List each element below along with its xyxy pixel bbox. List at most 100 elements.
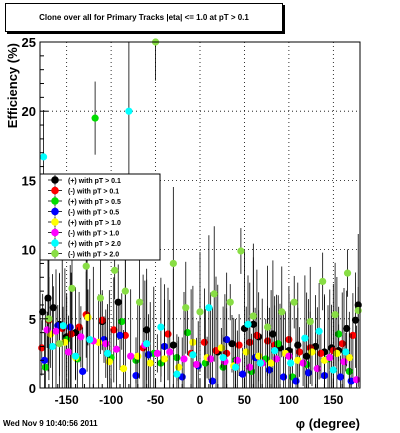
data-point-8 xyxy=(55,340,64,348)
data-point-5 xyxy=(105,358,113,366)
data-point-2 xyxy=(110,326,118,334)
data-point-7 xyxy=(256,359,265,367)
data-point-4 xyxy=(292,377,300,385)
data-point-6 xyxy=(102,340,110,348)
data-point-8 xyxy=(237,247,245,255)
data-point-7 xyxy=(71,352,80,360)
data-point-2 xyxy=(164,330,172,338)
legend-entry-7: (+) with pT > 2.0 xyxy=(68,241,121,248)
data-point-1 xyxy=(351,316,360,324)
legend-entry-1: (+) with pT > 0.1 xyxy=(68,178,121,185)
data-point-7 xyxy=(231,363,240,371)
data-point-7 xyxy=(287,359,295,367)
data-point-7 xyxy=(59,322,67,330)
data-point-4 xyxy=(265,366,273,374)
data-point-6 xyxy=(352,376,361,384)
data-point-6 xyxy=(326,353,334,362)
data-point-4 xyxy=(208,377,217,385)
legend: (+) with pT > 0.1 (-) with pT > 0.1 (+) wi… xyxy=(39,173,161,261)
data-point-4 xyxy=(144,351,153,359)
data-point-8 xyxy=(210,290,218,298)
data-point-4 xyxy=(223,335,231,344)
data-point-6 xyxy=(313,365,321,373)
legend-entry-2: (-) with pT > 0.1 xyxy=(68,189,119,196)
x-tick-label: 0 xyxy=(197,393,204,407)
data-point-6 xyxy=(180,355,188,363)
data-point-2 xyxy=(200,338,209,346)
data-point-4 xyxy=(66,323,74,331)
data-point-3 xyxy=(183,329,192,337)
data-point-5 xyxy=(255,352,263,360)
data-point-8 xyxy=(343,269,352,277)
legend-marker-7 xyxy=(51,239,59,247)
data-point-2 xyxy=(98,316,106,324)
data-point-7 xyxy=(315,327,323,335)
data-point-6 xyxy=(207,355,215,363)
legend-marker-8 xyxy=(51,249,59,258)
data-point-8 xyxy=(263,323,272,331)
data-point-3 xyxy=(91,114,99,122)
x-tick-label: -50 xyxy=(147,393,165,407)
y-tick-label: 0 xyxy=(29,381,36,396)
data-point-8 xyxy=(290,298,298,306)
data-point-5 xyxy=(320,356,329,364)
x-tick-label: -100 xyxy=(99,393,123,407)
data-point-8 xyxy=(68,284,76,292)
data-point-1 xyxy=(343,324,351,333)
data-point-6 xyxy=(233,356,241,364)
data-point-8 xyxy=(226,298,234,306)
data-point-2 xyxy=(338,340,346,348)
data-point-1 xyxy=(169,341,177,349)
data-point-5 xyxy=(242,348,250,356)
data-point-5 xyxy=(134,352,142,360)
legend-marker-4 xyxy=(51,207,59,216)
data-point-6 xyxy=(340,358,348,366)
data-point-7 xyxy=(86,335,94,344)
data-point-6 xyxy=(77,333,85,341)
data-point-5 xyxy=(294,356,302,364)
data-point-2 xyxy=(75,323,83,331)
data-point-5 xyxy=(345,353,353,362)
data-point-5 xyxy=(146,359,154,367)
data-point-8 xyxy=(182,304,190,312)
data-point-8 xyxy=(169,259,177,268)
y-tick-label: 5 xyxy=(29,312,36,327)
data-point-5 xyxy=(160,355,169,363)
data-point-8 xyxy=(121,287,129,295)
data-point-4 xyxy=(336,373,345,381)
legend-entry-6: (-) with pT > 1.0 xyxy=(68,231,119,238)
data-point-1 xyxy=(114,298,122,306)
data-point-5 xyxy=(308,348,316,356)
data-point-7 xyxy=(271,347,279,355)
data-point-4 xyxy=(79,367,87,375)
data-point-7 xyxy=(219,353,227,362)
data-point-5 xyxy=(84,313,92,322)
data-point-8 xyxy=(319,277,327,286)
data-point-7 xyxy=(189,351,197,359)
data-point-6 xyxy=(52,327,60,335)
data-point-7 xyxy=(103,349,112,357)
data-point-8 xyxy=(354,306,362,315)
data-point-8 xyxy=(45,315,53,323)
data-point-8 xyxy=(111,266,119,274)
legend-entry-5: (+) with pT > 1.0 xyxy=(68,220,121,227)
y-tick-label: 20 xyxy=(22,104,36,119)
x-axis-label: φ (degree) xyxy=(296,416,360,431)
data-point-5 xyxy=(175,363,183,371)
data-point-8 xyxy=(306,317,314,326)
legend-entry-8: (-) with pT > 2.0 xyxy=(68,252,119,259)
data-point-6 xyxy=(43,326,51,334)
data-point-1 xyxy=(269,330,277,338)
data-point-7 xyxy=(329,366,337,374)
data-point-6 xyxy=(299,359,307,367)
data-point-5 xyxy=(267,359,275,367)
data-point-7 xyxy=(244,320,252,328)
data-point-5 xyxy=(333,349,341,357)
data-point-4 xyxy=(304,369,313,377)
data-point-6 xyxy=(64,348,73,356)
data-point-8 xyxy=(135,298,144,306)
data-point-6 xyxy=(246,363,254,371)
data-point-2 xyxy=(295,348,304,356)
legend-entry-3: (+) with pT > 0.5 xyxy=(68,199,121,206)
